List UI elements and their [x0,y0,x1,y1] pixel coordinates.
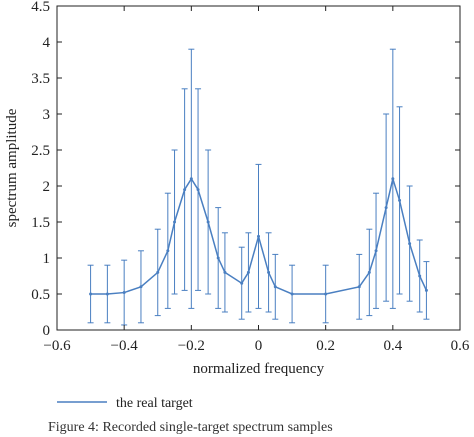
y-tick-label: 2 [43,179,51,195]
data-point [267,270,271,274]
error-bars [87,48,430,326]
x-tick-label: 0.6 [451,338,470,354]
data-point [398,198,402,202]
legend: the real target [57,396,193,411]
y-tick-label: 1.5 [31,215,50,231]
y-axis-ticks: 0 0.5 1 1.5 2 2.5 3 3.5 4 4.5 [31,0,460,339]
figure-caption: Figure 4: Recorded single-target spectru… [48,420,333,435]
data-point [324,292,328,296]
data-point [122,291,126,295]
data-point [240,281,244,285]
legend-entry: the real target [116,396,193,411]
y-tick-label: 0.5 [31,287,50,303]
data-point [89,292,93,296]
data-point [374,249,378,253]
y-tick-label: 3 [43,107,51,123]
y-tick-label: 1 [43,251,51,267]
data-point [173,220,177,224]
x-tick-label: 0.4 [383,338,402,354]
data-point [357,285,361,289]
data-point [384,206,388,210]
data-point [183,188,187,192]
data-point [408,242,412,246]
data-point [246,270,250,274]
y-tick-label: 4.5 [31,0,50,15]
data-point [418,274,422,278]
data-point [216,256,220,260]
data-point [424,288,428,292]
y-tick-label: 0 [43,323,51,339]
y-axis-label: spectrum amplitude [4,108,20,227]
data-point [273,285,277,289]
series-line-group [89,175,428,296]
data-point [257,234,260,238]
x-tick-label: −0.2 [178,338,205,354]
x-axis-label: normalized frequency [193,361,325,377]
data-point [367,270,371,274]
data-point [156,270,160,274]
data-point [223,270,227,274]
y-tick-label: 3.5 [31,71,50,87]
data-point [166,249,170,253]
x-tick-label: 0.2 [316,338,335,354]
data-point [139,285,143,289]
data-point [391,177,395,181]
x-tick-label: −0.6 [43,338,71,354]
y-tick-label: 2.5 [31,143,50,159]
x-axis-ticks: −0.6 −0.4 −0.2 0 0.2 0.4 0.6 [43,6,470,354]
x-tick-label: 0 [255,338,263,354]
x-tick-label: −0.4 [111,338,139,354]
data-point [206,220,210,224]
data-point [196,188,200,192]
y-tick-label: 4 [43,35,51,51]
data-point [105,292,109,296]
data-point [189,177,193,181]
data-point [290,292,294,296]
